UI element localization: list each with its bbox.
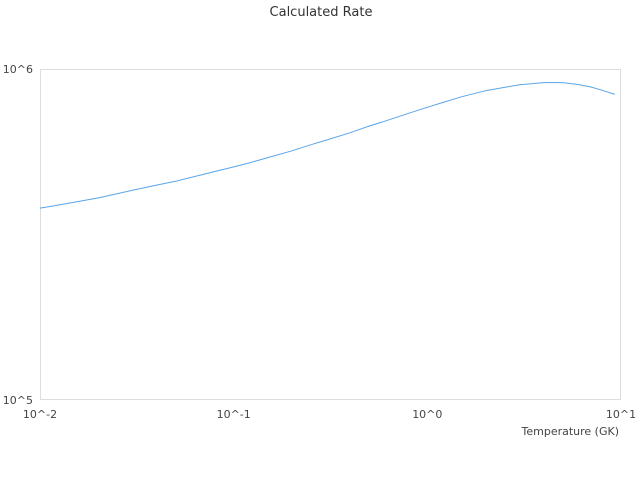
plot-area-frame bbox=[40, 69, 621, 400]
series-layer bbox=[39, 82, 616, 209]
series-line-0 bbox=[39, 82, 616, 209]
y-axis-ticks: 10^5 10^6 bbox=[3, 63, 33, 407]
x-tick-label: 10^-2 bbox=[23, 408, 57, 421]
y-tick-label: 10^5 bbox=[3, 394, 33, 407]
x-axis-ticks: 10^-2 10^-1 10^0 10^1 bbox=[23, 408, 636, 421]
x-tick-label: 10^0 bbox=[412, 408, 442, 421]
x-tick-label: 10^-1 bbox=[217, 408, 251, 421]
y-tick-label: 10^6 bbox=[3, 63, 33, 76]
x-axis-label: Temperature (GK) bbox=[521, 425, 620, 438]
chart-title: Calculated Rate bbox=[270, 5, 373, 20]
x-tick-label: 10^1 bbox=[606, 408, 636, 421]
